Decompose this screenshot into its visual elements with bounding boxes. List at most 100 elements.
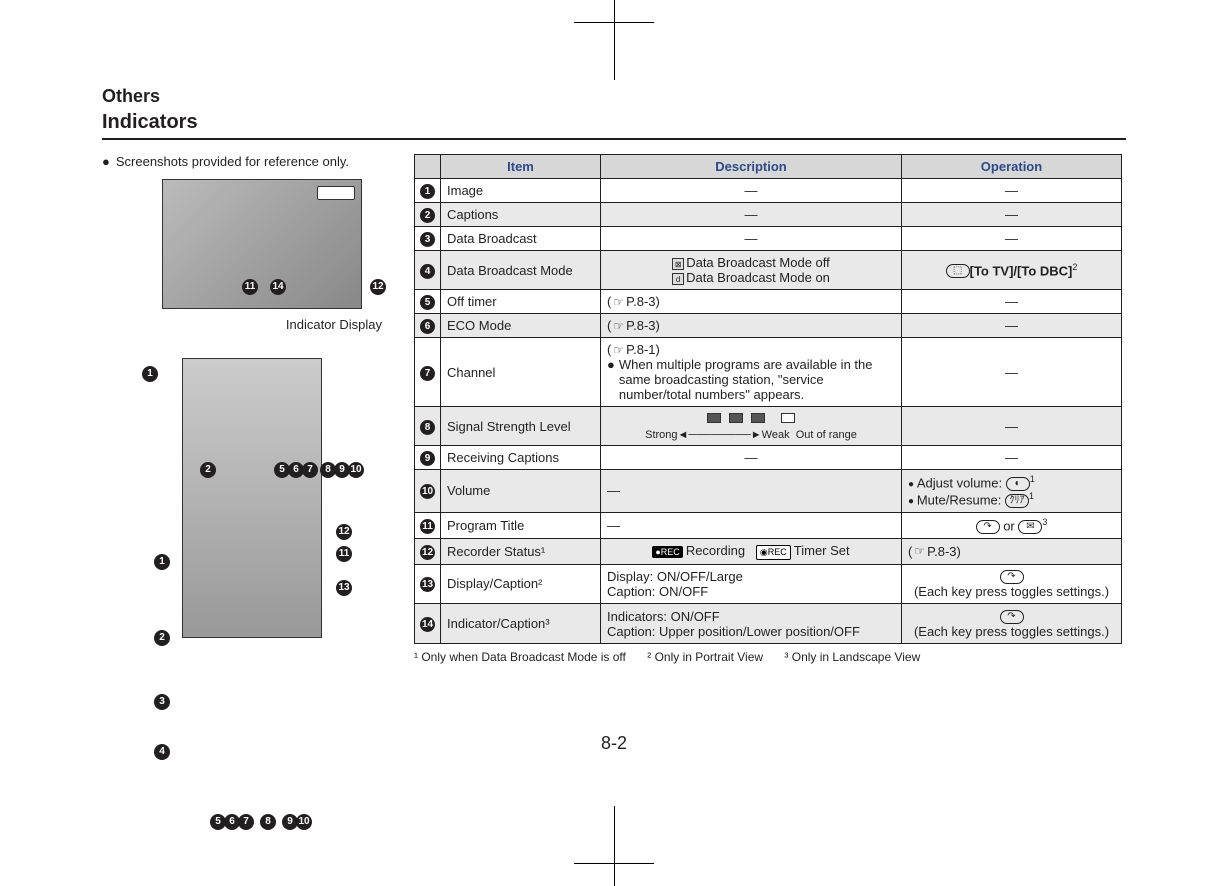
table-row: 13Display/Caption²Display: ON/OFF/LargeC… — [415, 564, 1122, 604]
row-item: ECO Mode — [441, 314, 601, 338]
row-number: 5 — [415, 290, 441, 314]
table-row: 1Image—— — [415, 179, 1122, 203]
table-row: 5Off timer(☞P.8-3)— — [415, 290, 1122, 314]
portrait-screen — [182, 358, 322, 638]
callout-3: 3 — [154, 694, 170, 710]
callout-13: 13 — [336, 580, 352, 596]
callout-7: 7 — [302, 462, 318, 478]
left-column: ● Screenshots provided for reference onl… — [102, 154, 392, 664]
row-number: 10 — [415, 470, 441, 513]
row-item: Recorder Status¹ — [441, 538, 601, 564]
table-header-desc: Description — [601, 155, 902, 179]
row-description: — — [601, 227, 902, 251]
table-header-op: Operation — [902, 155, 1122, 179]
row-item: Image — [441, 179, 601, 203]
callout-14: 14 — [270, 279, 286, 295]
landscape-figure: Indicator Display — [102, 179, 392, 332]
callout-12: 12 — [370, 279, 386, 295]
row-description: Display: ON/OFF/LargeCaption: ON/OFF — [601, 564, 902, 604]
row-operation: — — [902, 407, 1122, 446]
crop-mark — [614, 0, 615, 80]
row-number: 4 — [415, 251, 441, 290]
row-description: — — [601, 179, 902, 203]
table-row: 7Channel(☞P.8-1)●When multiple programs … — [415, 338, 1122, 407]
callout-11: 11 — [242, 279, 258, 295]
footnote-1: ¹ Only when Data Broadcast Mode is off — [414, 650, 626, 664]
row-number: 2 — [415, 203, 441, 227]
portrait-figure — [102, 358, 392, 638]
callout-8: 8 — [260, 814, 276, 830]
footnote-2: ² Only in Portrait View — [647, 650, 763, 664]
callout-1: 1 — [154, 554, 170, 570]
table-row: 12Recorder Status¹●RECRecording ◉RECTime… — [415, 538, 1122, 564]
page: Others Indicators ● Screenshots provided… — [102, 86, 1126, 664]
reference-note: ● Screenshots provided for reference onl… — [102, 154, 392, 169]
table-row: 8Signal Strength Level Strong◄────────►W… — [415, 407, 1122, 446]
row-number: 14 — [415, 604, 441, 644]
callout-10: 10 — [348, 462, 364, 478]
row-item: Data Broadcast Mode — [441, 251, 601, 290]
callout-10: 10 — [296, 814, 312, 830]
row-item: Volume — [441, 470, 601, 513]
row-item: Display/Caption² — [441, 564, 601, 604]
callout-2: 2 — [154, 630, 170, 646]
row-operation: ⬚[To TV]/[To DBC]2 — [902, 251, 1122, 290]
row-item: Captions — [441, 203, 601, 227]
table-row: 9Receiving Captions—— — [415, 446, 1122, 470]
table-header-item: Item — [441, 155, 601, 179]
callout-12: 12 — [336, 524, 352, 540]
row-description: (☞P.8-3) — [601, 290, 902, 314]
table-row: 6ECO Mode(☞P.8-3)— — [415, 314, 1122, 338]
row-number: 3 — [415, 227, 441, 251]
callout-7: 7 — [238, 814, 254, 830]
callout-11: 11 — [336, 546, 352, 562]
bullet-icon: ● — [102, 154, 110, 169]
row-item: Signal Strength Level — [441, 407, 601, 446]
row-description: — — [601, 446, 902, 470]
row-operation: ↷ or ✉3 — [902, 512, 1122, 538]
row-description: Indicators: ON/OFFCaption: Upper positio… — [601, 604, 902, 644]
row-item: Indicator/Caption³ — [441, 604, 601, 644]
row-operation: ↷(Each key press toggles settings.) — [902, 564, 1122, 604]
row-number: 12 — [415, 538, 441, 564]
crop-mark — [614, 806, 615, 886]
table-row: 2Captions—— — [415, 203, 1122, 227]
callout-2: 2 — [200, 462, 216, 478]
right-column: Item Description Operation 1Image——2Capt… — [414, 154, 1126, 664]
row-description: — — [601, 470, 902, 513]
row-operation: — — [902, 338, 1122, 407]
callout-1: 1 — [142, 366, 158, 382]
page-title: Indicators — [102, 111, 1126, 140]
row-description: Strong◄────────►Weak Out of range — [601, 407, 902, 446]
table-footnotes: ¹ Only when Data Broadcast Mode is off ²… — [414, 650, 1126, 664]
note-text: Screenshots provided for reference only. — [116, 154, 349, 169]
table-row: 10Volume—Adjust volume: ◐1Mute/Resume: ｸ… — [415, 470, 1122, 513]
footnote-3: ³ Only in Landscape View — [784, 650, 920, 664]
row-number: 9 — [415, 446, 441, 470]
row-number: 1 — [415, 179, 441, 203]
row-description: — — [601, 512, 902, 538]
row-item: Data Broadcast — [441, 227, 601, 251]
row-description: (☞P.8-3) — [601, 314, 902, 338]
landscape-screen — [162, 179, 362, 309]
row-operation: — — [902, 290, 1122, 314]
indicators-table: Item Description Operation 1Image——2Capt… — [414, 154, 1122, 644]
page-number: 8-2 — [102, 733, 1126, 754]
row-item: Program Title — [441, 512, 601, 538]
row-operation: (☞P.8-3) — [902, 538, 1122, 564]
figure-caption: Indicator Display — [102, 317, 382, 332]
table-row: 11Program Title—↷ or ✉3 — [415, 512, 1122, 538]
table-row: 3Data Broadcast—— — [415, 227, 1122, 251]
row-description: ●RECRecording ◉RECTimer Set — [601, 538, 902, 564]
row-description: — — [601, 203, 902, 227]
row-item: Receiving Captions — [441, 446, 601, 470]
row-operation: ↷(Each key press toggles settings.) — [902, 604, 1122, 644]
row-number: 6 — [415, 314, 441, 338]
row-item: Off timer — [441, 290, 601, 314]
row-operation: Adjust volume: ◐1Mute/Resume: ｸﾘｱ1 — [902, 470, 1122, 513]
row-number: 11 — [415, 512, 441, 538]
table-header-num — [415, 155, 441, 179]
row-number: 7 — [415, 338, 441, 407]
row-number: 8 — [415, 407, 441, 446]
row-operation: — — [902, 446, 1122, 470]
